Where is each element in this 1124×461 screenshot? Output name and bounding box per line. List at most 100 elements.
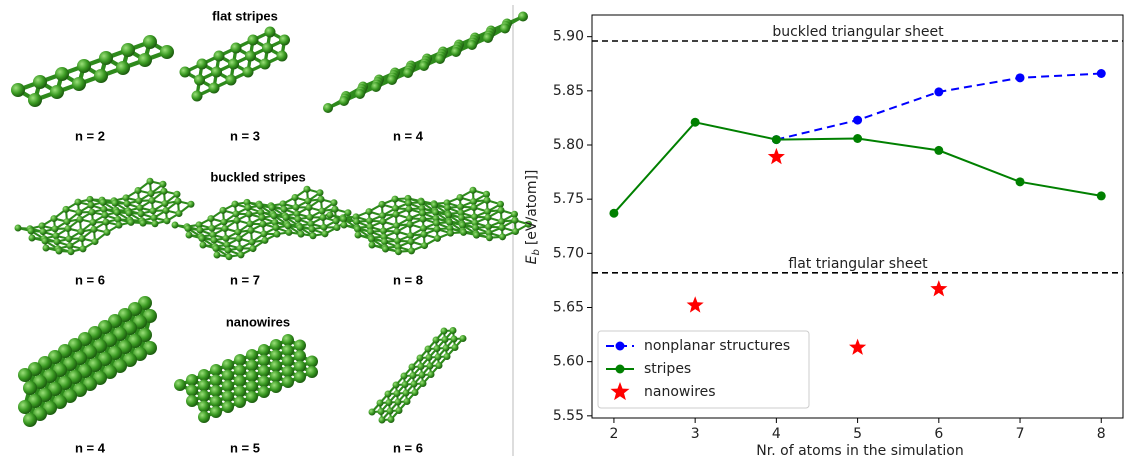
atom: [512, 217, 519, 224]
atom: [306, 204, 313, 211]
atom: [160, 181, 167, 188]
structure-label: n = 7: [230, 272, 260, 287]
atom: [226, 253, 233, 260]
x-tick-label: 2: [609, 426, 618, 442]
atom: [282, 366, 294, 378]
atom: [163, 207, 170, 214]
point: [1016, 73, 1025, 82]
atom: [246, 211, 253, 218]
atom: [262, 43, 273, 54]
atom: [99, 51, 113, 65]
atom: [78, 228, 85, 235]
x-tick-label: 6: [934, 426, 943, 442]
atom: [126, 210, 133, 217]
atom: [198, 380, 210, 392]
atom: [420, 380, 427, 387]
atom: [161, 188, 168, 195]
atom: [180, 67, 191, 78]
atom: [94, 69, 108, 83]
atom: [283, 214, 290, 221]
atom: [471, 213, 478, 220]
atom: [403, 390, 410, 397]
atom: [259, 214, 266, 221]
point: [1097, 69, 1106, 78]
y-label-symbol: E: [524, 255, 540, 264]
atom: [292, 194, 299, 201]
y-tick-label: 5.55: [553, 408, 584, 424]
atom: [246, 360, 258, 372]
atom: [80, 245, 87, 252]
star-marker: [768, 148, 785, 164]
star-marker: [930, 280, 947, 296]
atom: [450, 327, 457, 334]
atom: [432, 209, 439, 216]
atom: [410, 372, 417, 379]
atom: [76, 209, 83, 216]
atom: [128, 219, 135, 226]
atom: [317, 189, 324, 196]
atom: [238, 251, 245, 258]
atom: [233, 210, 240, 217]
atom: [406, 215, 413, 222]
atom: [50, 85, 64, 99]
atom: [147, 178, 154, 185]
atom: [281, 206, 288, 213]
atom: [484, 208, 491, 215]
atom: [425, 346, 432, 353]
atom: [186, 374, 198, 386]
atom: [368, 236, 375, 243]
atom: [518, 12, 528, 22]
atom: [55, 67, 69, 81]
atom: [442, 336, 449, 343]
atom: [143, 35, 157, 49]
atom: [444, 204, 451, 211]
atom: [431, 202, 438, 209]
atom: [243, 67, 254, 78]
atom: [334, 224, 341, 231]
atom: [225, 247, 232, 254]
atom: [77, 59, 91, 73]
atom: [198, 390, 210, 402]
structure-label: n = 2: [75, 128, 105, 143]
atom: [75, 199, 82, 206]
atom: [394, 390, 401, 397]
atom: [43, 245, 50, 252]
atom: [323, 103, 333, 113]
atom: [332, 206, 339, 213]
structure-label: n = 6: [75, 272, 105, 287]
atom: [269, 204, 276, 211]
atom: [265, 27, 276, 38]
atom: [211, 67, 222, 78]
atom: [441, 328, 448, 335]
atom: [393, 222, 400, 229]
atom: [392, 205, 399, 212]
atom: [116, 61, 130, 75]
atom: [331, 199, 338, 206]
page: flat stripes n = 2 n = 3 n = 4 buckled s…: [0, 0, 1124, 461]
atom: [186, 385, 198, 397]
atom: [214, 252, 221, 259]
atom: [467, 40, 477, 50]
panel-title: buckled stripes: [210, 169, 305, 184]
atom: [392, 196, 399, 203]
atom: [497, 201, 504, 208]
point: [609, 209, 618, 218]
panel-title: nanowires: [226, 314, 290, 329]
atom: [419, 372, 426, 379]
atom: [388, 416, 395, 423]
atom: [458, 214, 465, 221]
atom: [160, 45, 174, 59]
atom: [386, 399, 393, 406]
atom: [28, 93, 42, 107]
atom: [341, 222, 348, 229]
atom: [270, 339, 282, 351]
reference-label: buckled triangular sheet: [772, 24, 944, 40]
atom: [175, 198, 182, 205]
atom: [188, 201, 195, 208]
atom: [210, 364, 222, 376]
atom: [367, 228, 374, 235]
x-tick-label: 4: [772, 426, 781, 442]
atom: [258, 386, 270, 398]
atom: [345, 209, 352, 216]
atom: [447, 230, 454, 237]
